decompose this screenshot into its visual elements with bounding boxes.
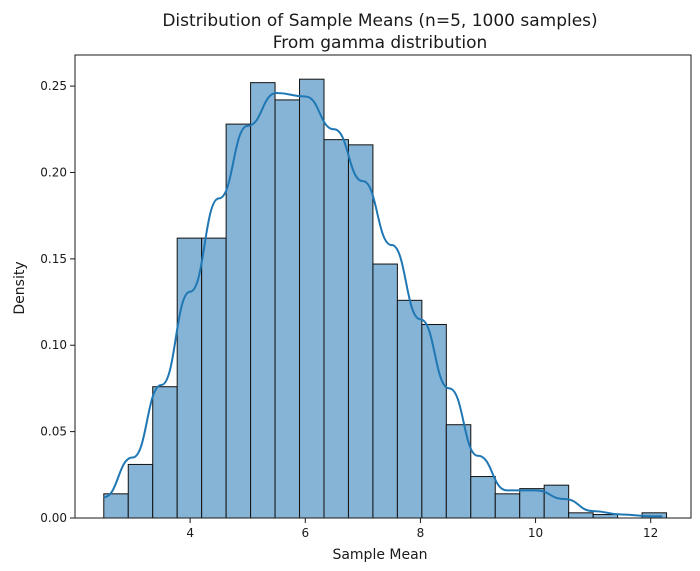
x-tick-label: 4 — [186, 526, 194, 540]
histogram-bar — [372, 263, 398, 519]
histogram-bar — [396, 299, 423, 519]
histogram-bar — [274, 99, 301, 519]
histogram-bar — [543, 484, 570, 519]
x-tick-label: 10 — [528, 526, 543, 540]
x-tick-label: 8 — [417, 526, 425, 540]
x-axis-ticks: 4 6 8 10 12 — [186, 518, 658, 540]
histogram-bar — [152, 386, 178, 519]
chart-subtitle: From gamma distribution — [273, 33, 488, 53]
x-axis-label: Sample Mean — [332, 547, 427, 563]
histogram-bar — [494, 493, 521, 519]
x-tick-label: 6 — [301, 526, 309, 540]
histogram-bar — [323, 139, 349, 519]
histogram-bar — [592, 514, 619, 519]
y-tick-label: 0.20 — [40, 165, 67, 179]
histogram-bar — [250, 82, 276, 519]
histogram-bar — [347, 144, 374, 519]
histogram-bar — [519, 488, 545, 519]
y-tick-label: 0.15 — [40, 252, 67, 266]
histogram-bar — [103, 493, 129, 519]
y-tick-label: 0.10 — [40, 338, 67, 352]
y-tick-label: 0.05 — [40, 425, 67, 439]
y-axis-ticks: 0.00 0.05 0.10 0.15 0.20 0.25 — [40, 79, 75, 525]
histogram-bar — [225, 123, 252, 519]
histogram-bar — [421, 324, 447, 519]
y-axis-label: Density — [12, 261, 28, 314]
histogram-bar — [568, 512, 594, 519]
histogram-bar — [127, 463, 154, 519]
histogram-bar — [470, 476, 496, 519]
chart-title: Distribution of Sample Means (n=5, 1000 … — [162, 11, 597, 31]
y-tick-label: 0.25 — [40, 79, 67, 93]
histogram-bars — [103, 78, 668, 519]
x-tick-label: 12 — [643, 526, 658, 540]
y-tick-label: 0.00 — [40, 511, 67, 525]
plot-frame — [74, 54, 692, 519]
kde-curve — [103, 92, 663, 518]
histogram-bar — [176, 237, 203, 519]
histogram-bar — [201, 237, 227, 519]
histogram-bar — [299, 78, 325, 519]
